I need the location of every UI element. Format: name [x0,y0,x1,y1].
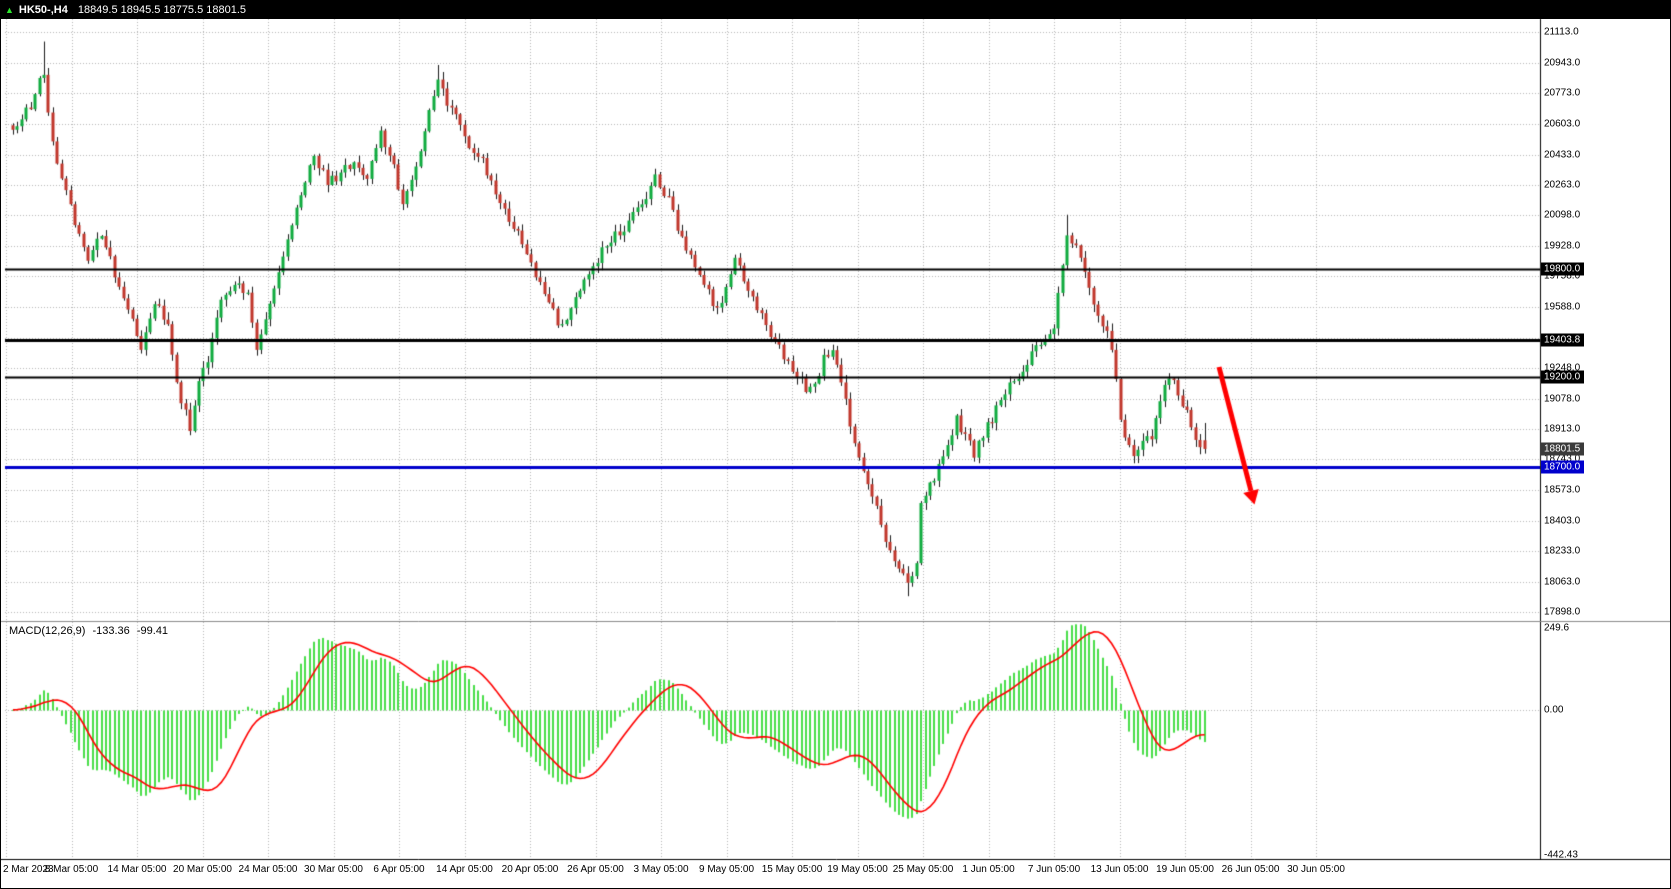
macd-main-value: -133.36 [92,625,130,637]
macd-title: MACD(12,26,9) [9,625,86,637]
ohlc-readout: 18849.5 18945.5 18775.5 18801.5 [77,4,247,16]
chart-title-bar: ▲ HK50-,H4 18849.5 18945.5 18775.5 18801.5 [1,1,1670,19]
macd-signal-value: -99.41 [136,625,169,637]
macd-indicator-label: MACD(12,26,9) -133.36 -99.41 [9,625,172,637]
chart-marker-icon: ▲ [5,5,14,15]
symbol-timeframe-label: HK50-,H4 [18,4,68,16]
